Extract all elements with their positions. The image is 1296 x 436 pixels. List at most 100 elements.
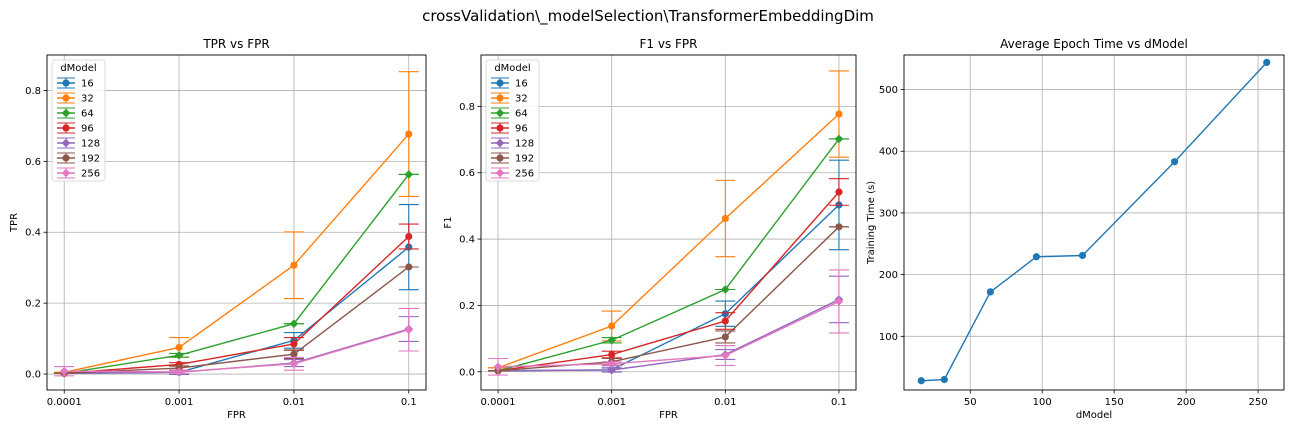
series-line (64, 235, 410, 375)
data-point (404, 170, 414, 179)
legend: dModel 16 32 64 96 128 192 256 (485, 59, 540, 182)
series-line (497, 113, 840, 369)
legend-marker (62, 79, 70, 87)
data-point (59, 366, 69, 376)
series-line (497, 226, 840, 372)
legend-marker (61, 138, 71, 148)
data-point (1078, 251, 1087, 260)
x-axis-label: dModel (1076, 410, 1112, 421)
legend-marker (62, 124, 70, 132)
series-main (917, 58, 1271, 385)
panel-title: F1 vs FPR (640, 37, 698, 51)
series-16 (488, 159, 849, 375)
legend-label: 256 (81, 169, 100, 180)
legend-label: 128 (81, 139, 100, 150)
x-tick-label: 0.001 (165, 397, 194, 408)
data-point (835, 110, 843, 118)
data-point (607, 359, 616, 369)
legend-marker (496, 124, 504, 132)
data-point (290, 340, 298, 348)
legend: dModel 16 32 64 96 128 192 256 (51, 59, 106, 182)
legend-entry: 96 (491, 122, 528, 135)
y-tick-label: 200 (879, 270, 898, 281)
legend-box (485, 59, 540, 182)
x-tick-label: 0.0001 (47, 397, 82, 408)
x-tick-label: 150 (1105, 397, 1124, 408)
data-point (608, 322, 616, 330)
series-line (64, 133, 410, 373)
y-tick-label: 0.8 (25, 86, 41, 97)
legend-label: 64 (81, 109, 94, 120)
data-point (835, 188, 843, 196)
panel-title: Average Epoch Time vs dModel (1000, 37, 1188, 51)
data-point (721, 214, 729, 223)
y-axis-label: F1 (443, 216, 454, 228)
data-point (608, 350, 616, 359)
legend-entry: 32 (57, 92, 94, 105)
legend-marker (496, 154, 504, 162)
data-point (835, 223, 843, 231)
figure-suptitle: crossValidation\_modelSelection\Transfor… (422, 7, 874, 26)
data-point (940, 375, 948, 384)
legend-entry: 128 (57, 137, 100, 150)
series-line (497, 138, 840, 372)
series-line (498, 300, 840, 368)
legend-entry: 16 (491, 77, 528, 90)
legend-title: dModel (494, 63, 530, 74)
data-point (290, 350, 298, 358)
y-tick-label: 300 (879, 208, 898, 219)
x-tick-label: 0.01 (714, 397, 736, 408)
y-tick-label: 400 (879, 147, 898, 158)
legend-entry: 32 (491, 92, 528, 105)
axes-frame (903, 54, 1285, 391)
legend-entry: 256 (491, 167, 534, 180)
legend-marker (495, 168, 505, 178)
data-point (174, 367, 184, 377)
data-point (1171, 158, 1179, 166)
legend-entry: 256 (57, 167, 100, 180)
panel-epoch-time-vs-dmodel: 50 100 150 200 250 100 200 300 400 500 Average Epo… (866, 37, 1285, 421)
x-tick-label: 50 (964, 397, 977, 408)
panel-f1-vs-fpr: 0.0001 0.001 0.01 0.1 0.0 0.2 0.4 0.6 0.8 F1 vs F… (443, 37, 857, 421)
legend-entry: 64 (57, 107, 94, 120)
x-tick-label: 0.1 (831, 397, 847, 408)
data-point (721, 317, 729, 325)
data-point (405, 130, 413, 138)
legend-label: 32 (81, 94, 94, 105)
series-64 (488, 134, 849, 376)
legend-label: 96 (515, 124, 528, 135)
series-line (64, 174, 410, 375)
data-point (917, 377, 925, 385)
data-point (834, 297, 844, 306)
y-tick-label: 0.4 (459, 235, 475, 246)
data-point (721, 333, 729, 341)
data-point (607, 365, 616, 375)
data-point (721, 351, 730, 360)
x-tick-label: 0.001 (597, 397, 626, 408)
data-point (834, 134, 844, 144)
data-point (289, 359, 299, 369)
legend-entry: 16 (57, 77, 94, 90)
legend-marker (61, 108, 71, 118)
legend-marker (496, 79, 504, 87)
panel-title: TPR vs FPR (202, 37, 269, 51)
data-point (1263, 58, 1271, 67)
y-tick-label: 0.6 (25, 157, 41, 168)
x-tick-label: 0.01 (283, 397, 305, 408)
axes-frame (46, 54, 427, 391)
legend-title: dModel (60, 63, 96, 74)
data-point (405, 232, 413, 241)
y-tick-label: 500 (879, 85, 898, 96)
y-tick-label: 0.2 (459, 301, 475, 312)
series-192 (54, 263, 419, 377)
series-line (498, 298, 840, 372)
y-tick-label: 0.4 (25, 228, 41, 239)
legend-label: 192 (81, 154, 100, 165)
data-point (1032, 253, 1041, 261)
y-tick-label: 0.6 (459, 168, 475, 179)
legend-label: 16 (515, 79, 528, 90)
series-96 (488, 178, 849, 375)
legend-marker (61, 168, 71, 178)
data-point (493, 362, 503, 372)
